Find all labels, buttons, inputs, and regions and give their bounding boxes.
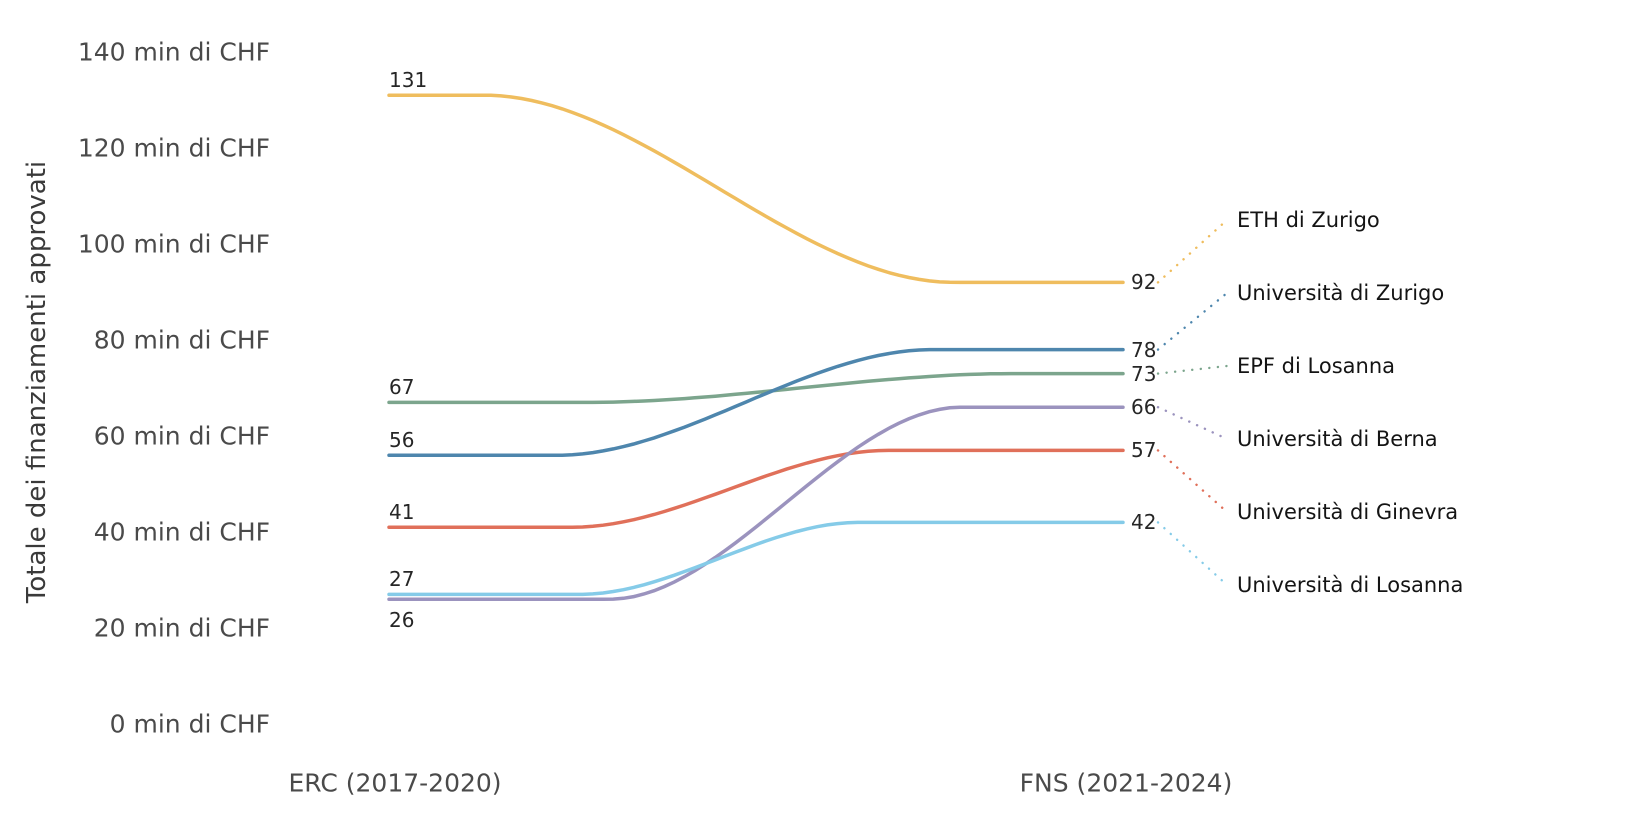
fns-value-label: 66 <box>1131 395 1157 420</box>
series-line-epf-di-losanna <box>387 371 1125 405</box>
leader-dotted-line <box>1156 521 1229 587</box>
erc-value-label: 41 <box>389 500 415 525</box>
series-line-università-di-zurigo <box>387 347 1125 457</box>
y-tick-label-100: 100 min di CHF <box>77 229 270 259</box>
fns-value-label: 78 <box>1131 337 1157 362</box>
erc-value-label: 27 <box>389 567 415 592</box>
leader-dotted-line <box>1156 364 1229 375</box>
y-tick-label-40: 40 min di CHF <box>93 517 270 547</box>
y-tick-label-60: 60 min di CHF <box>93 421 270 451</box>
y-tick-label-120: 120 min di CHF <box>77 133 270 163</box>
erc-value-label: 26 <box>389 608 415 633</box>
y-tick-label-80: 80 min di CHF <box>93 325 270 355</box>
series-name-label: ETH di Zurigo <box>1237 208 1380 232</box>
series-name-label: EPF di Losanna <box>1237 354 1396 378</box>
series-line-eth-di-zurigo <box>387 93 1125 285</box>
erc-value-label: 67 <box>389 375 415 400</box>
leader-dotted-line <box>1156 406 1229 441</box>
fns-value-label: 73 <box>1131 361 1157 386</box>
erc-value-label: 131 <box>389 68 428 93</box>
y-tick-label-140: 140 min di CHF <box>77 37 270 67</box>
series-name-label: Università di Ginevra <box>1237 500 1459 524</box>
leader-dotted-line <box>1156 218 1229 284</box>
leader-dotted-line <box>1156 449 1229 514</box>
fns-value-label: 92 <box>1131 270 1157 295</box>
y-tick-label-20: 20 min di CHF <box>93 613 270 643</box>
erc-value-label: 56 <box>389 428 415 453</box>
series-name-label: Università di Zurigo <box>1237 281 1445 305</box>
series-line-università-di-ginevra <box>387 448 1125 529</box>
leader-dotted-line <box>1156 291 1229 351</box>
series-line-università-di-losanna <box>387 520 1125 597</box>
y-tick-label-0: 0 min di CHF <box>109 709 270 739</box>
fns-value-label: 57 <box>1131 438 1157 463</box>
x-axis-label-fns: FNS (2021-2024) <box>1019 768 1233 798</box>
x-axis-label-erc: ERC (2017-2020) <box>288 768 502 798</box>
series-line-università-di-berna <box>387 405 1125 601</box>
series-name-label: Università di Losanna <box>1237 573 1464 597</box>
series-name-label: Università di Berna <box>1237 427 1438 451</box>
fns-value-label: 42 <box>1131 510 1157 535</box>
